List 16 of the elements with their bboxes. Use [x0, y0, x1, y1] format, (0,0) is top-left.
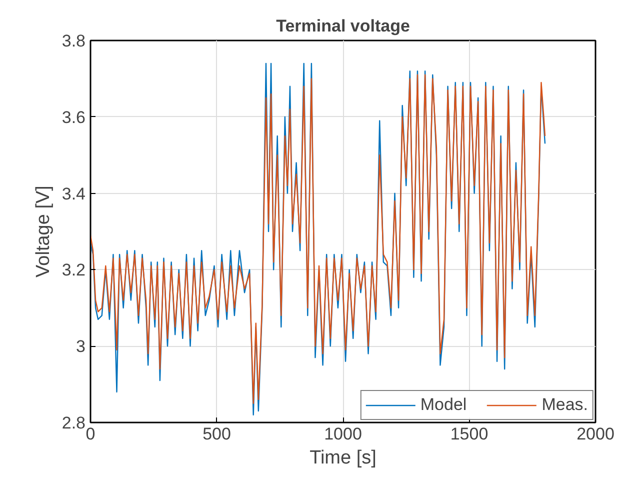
y-axis-title: Voltage [V] [32, 186, 54, 278]
x-tick-label: 2000 [576, 424, 614, 444]
legend-label: Meas. [542, 395, 588, 415]
legend-label: Model [420, 395, 467, 415]
y-tick-label: 3.6 [62, 108, 86, 127]
y-tick-label: 3.2 [62, 260, 86, 280]
y-tick-label: 3.8 [62, 32, 86, 50]
x-tick-label: 500 [202, 424, 231, 444]
x-tick-label: 1000 [324, 424, 362, 444]
y-tick-label: 2.8 [62, 414, 86, 432]
x-tick-label: 0 [86, 424, 96, 444]
chart-title: Terminal voltage [276, 16, 410, 36]
x-tick-label: 1500 [450, 424, 488, 444]
y-tick-label: 3 [76, 337, 86, 356]
x-axis-title: Time [s] [310, 448, 376, 468]
y-tick-label: 3.4 [62, 184, 86, 204]
